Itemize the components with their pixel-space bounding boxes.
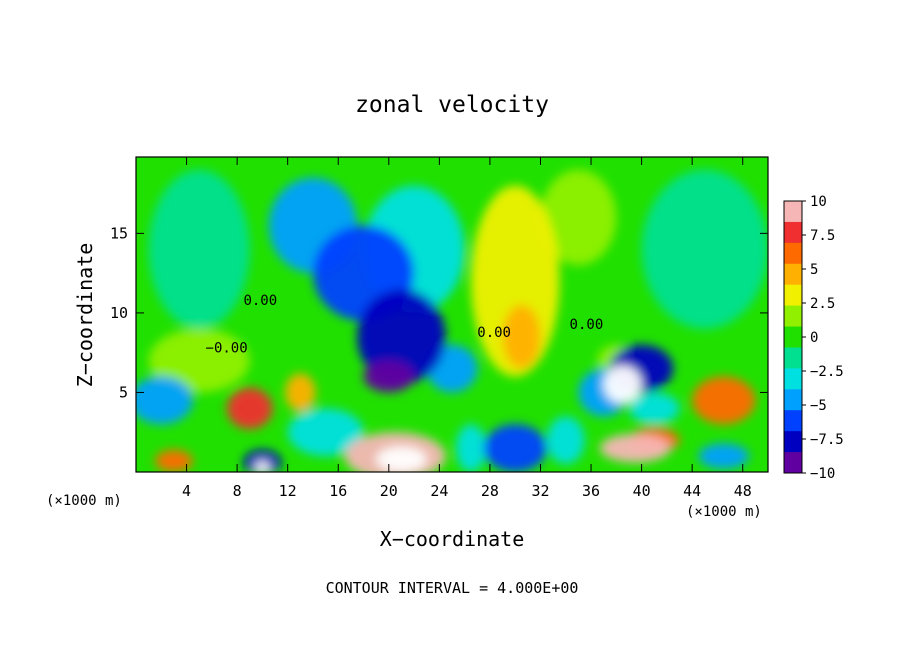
- colorbar-segment-10: [784, 410, 802, 432]
- velocity-feature-22: [483, 424, 547, 472]
- x-tick-label-0: 4: [182, 482, 191, 500]
- velocity-feature-31: [376, 446, 427, 472]
- colorbar-tick-label-1: 7.5: [810, 228, 835, 244]
- colorbar-segment-8: [784, 368, 802, 390]
- velocity-feature-2: [148, 169, 250, 329]
- x-tick-label-6: 28: [481, 482, 499, 500]
- velocity-feature-14: [502, 304, 541, 369]
- colorbar-segment-9: [784, 389, 802, 411]
- colorbar-segment-12: [784, 452, 802, 474]
- colorbar-tick-label-4: 0: [810, 330, 818, 346]
- x-tick-label-11: 48: [734, 482, 752, 500]
- colorbar-segment-0: [784, 201, 802, 223]
- velocity-feature-32: [254, 460, 270, 472]
- colorbar: 10 7.5 5 2.5 0 −2.5 −5 −7.5 −10: [783, 194, 844, 482]
- y-axis-label: Z−coordinate: [73, 243, 97, 388]
- velocity-feature-25: [357, 289, 446, 385]
- colorbar-segment-4: [784, 284, 802, 307]
- x-tick-label-5: 24: [430, 482, 448, 500]
- chart-title: zonal velocity: [355, 92, 549, 118]
- x-axis-label: X−coordinate: [380, 527, 525, 551]
- colorbar-segment-3: [784, 263, 802, 286]
- velocity-feature-1: [641, 169, 768, 329]
- x-unit-label-left: (×1000 m): [46, 493, 122, 509]
- velocity-feature-11: [136, 376, 193, 425]
- contour-label-2: 0.00: [477, 325, 511, 341]
- contour-labels: 0.00 −0.00 0.00 0.00: [206, 293, 604, 357]
- velocity-feature-21: [154, 449, 193, 472]
- velocity-feature-20: [692, 376, 756, 425]
- velocity-feature-30: [603, 365, 642, 404]
- y-tick-label-2: 15: [110, 224, 128, 242]
- velocity-feature-10: [546, 416, 585, 465]
- velocity-feature-26: [227, 387, 273, 430]
- velocity-feature-8: [628, 392, 680, 425]
- velocity-feature-6: [287, 408, 364, 457]
- velocity-feature-17: [698, 443, 750, 469]
- velocity-feature-4: [148, 328, 250, 393]
- x-tick-label-4: 20: [380, 482, 398, 500]
- velocity-feature-9: [455, 424, 487, 472]
- colorbar-segment-7: [784, 347, 802, 369]
- colorbar-tick-label-0: 10: [810, 194, 827, 210]
- colorbar-tick-label-5: −2.5: [810, 364, 844, 380]
- velocity-feature-28: [363, 360, 415, 393]
- contour-label-3: 0.00: [570, 317, 604, 333]
- x-tick-label-8: 36: [582, 482, 600, 500]
- x-tick-label-1: 8: [233, 482, 242, 500]
- y-axis-ticks: 5 10 15: [110, 224, 768, 401]
- velocity-feature-16: [285, 373, 316, 412]
- x-tick-label-9: 40: [633, 482, 651, 500]
- colorbar-segment-5: [784, 305, 802, 328]
- plot-frame: [135, 156, 769, 473]
- colorbar-tick-label-6: −5: [810, 398, 827, 414]
- x-axis-ticks: 4 8 12 16 20 24 28 32 36 40 44 48: [182, 157, 752, 500]
- colorbar-segment-11: [784, 431, 802, 453]
- y-tick-label-1: 10: [110, 304, 128, 322]
- velocity-field: [136, 169, 768, 472]
- colorbar-tick-label-7: −7.5: [810, 432, 844, 448]
- velocity-feature-3: [540, 169, 617, 266]
- y-tick-label-0: 5: [119, 383, 128, 401]
- colorbar-tick-label-8: −10: [810, 466, 835, 482]
- x-tick-label-10: 44: [683, 482, 701, 500]
- colorbar-segment-1: [784, 221, 802, 244]
- colorbar-segment-2: [784, 242, 802, 265]
- x-tick-label-2: 12: [279, 482, 297, 500]
- x-unit-label-right: (×1000 m): [686, 504, 762, 520]
- contour-interval-note: CONTOUR INTERVAL = 4.000E+00: [326, 579, 579, 597]
- contour-label-0: 0.00: [243, 293, 277, 309]
- x-tick-label-7: 32: [531, 482, 549, 500]
- x-tick-label-3: 16: [329, 482, 347, 500]
- colorbar-segment-6: [784, 326, 802, 348]
- colorbar-tick-label-3: 2.5: [810, 296, 835, 312]
- velocity-feature-29: [599, 433, 671, 463]
- colorbar-tick-label-2: 5: [810, 262, 818, 278]
- contour-label-1: −0.00: [206, 341, 248, 357]
- plot-area: 0.00 −0.00 0.00 0.00: [136, 157, 768, 472]
